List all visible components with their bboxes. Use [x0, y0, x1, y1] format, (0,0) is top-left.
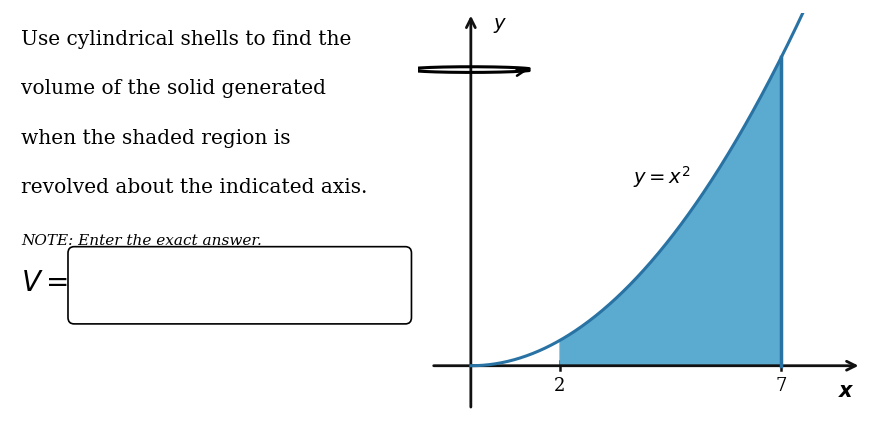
- Text: $\boldsymbol{x}$: $\boldsymbol{x}$: [837, 381, 853, 402]
- Text: when the shaded region is: when the shaded region is: [21, 129, 290, 148]
- Text: 2: 2: [554, 377, 565, 395]
- Text: $V=$: $V=$: [21, 270, 68, 296]
- Text: $y$: $y$: [493, 16, 507, 35]
- Text: NOTE: Enter the exact answer.: NOTE: Enter the exact answer.: [21, 234, 262, 248]
- Text: Use cylindrical shells to find the: Use cylindrical shells to find the: [21, 30, 351, 49]
- FancyBboxPatch shape: [68, 247, 411, 324]
- Text: 7: 7: [775, 377, 786, 395]
- Text: revolved about the indicated axis.: revolved about the indicated axis.: [21, 178, 367, 197]
- Text: $y = x^2$: $y = x^2$: [632, 164, 690, 190]
- Text: volume of the solid generated: volume of the solid generated: [21, 79, 326, 98]
